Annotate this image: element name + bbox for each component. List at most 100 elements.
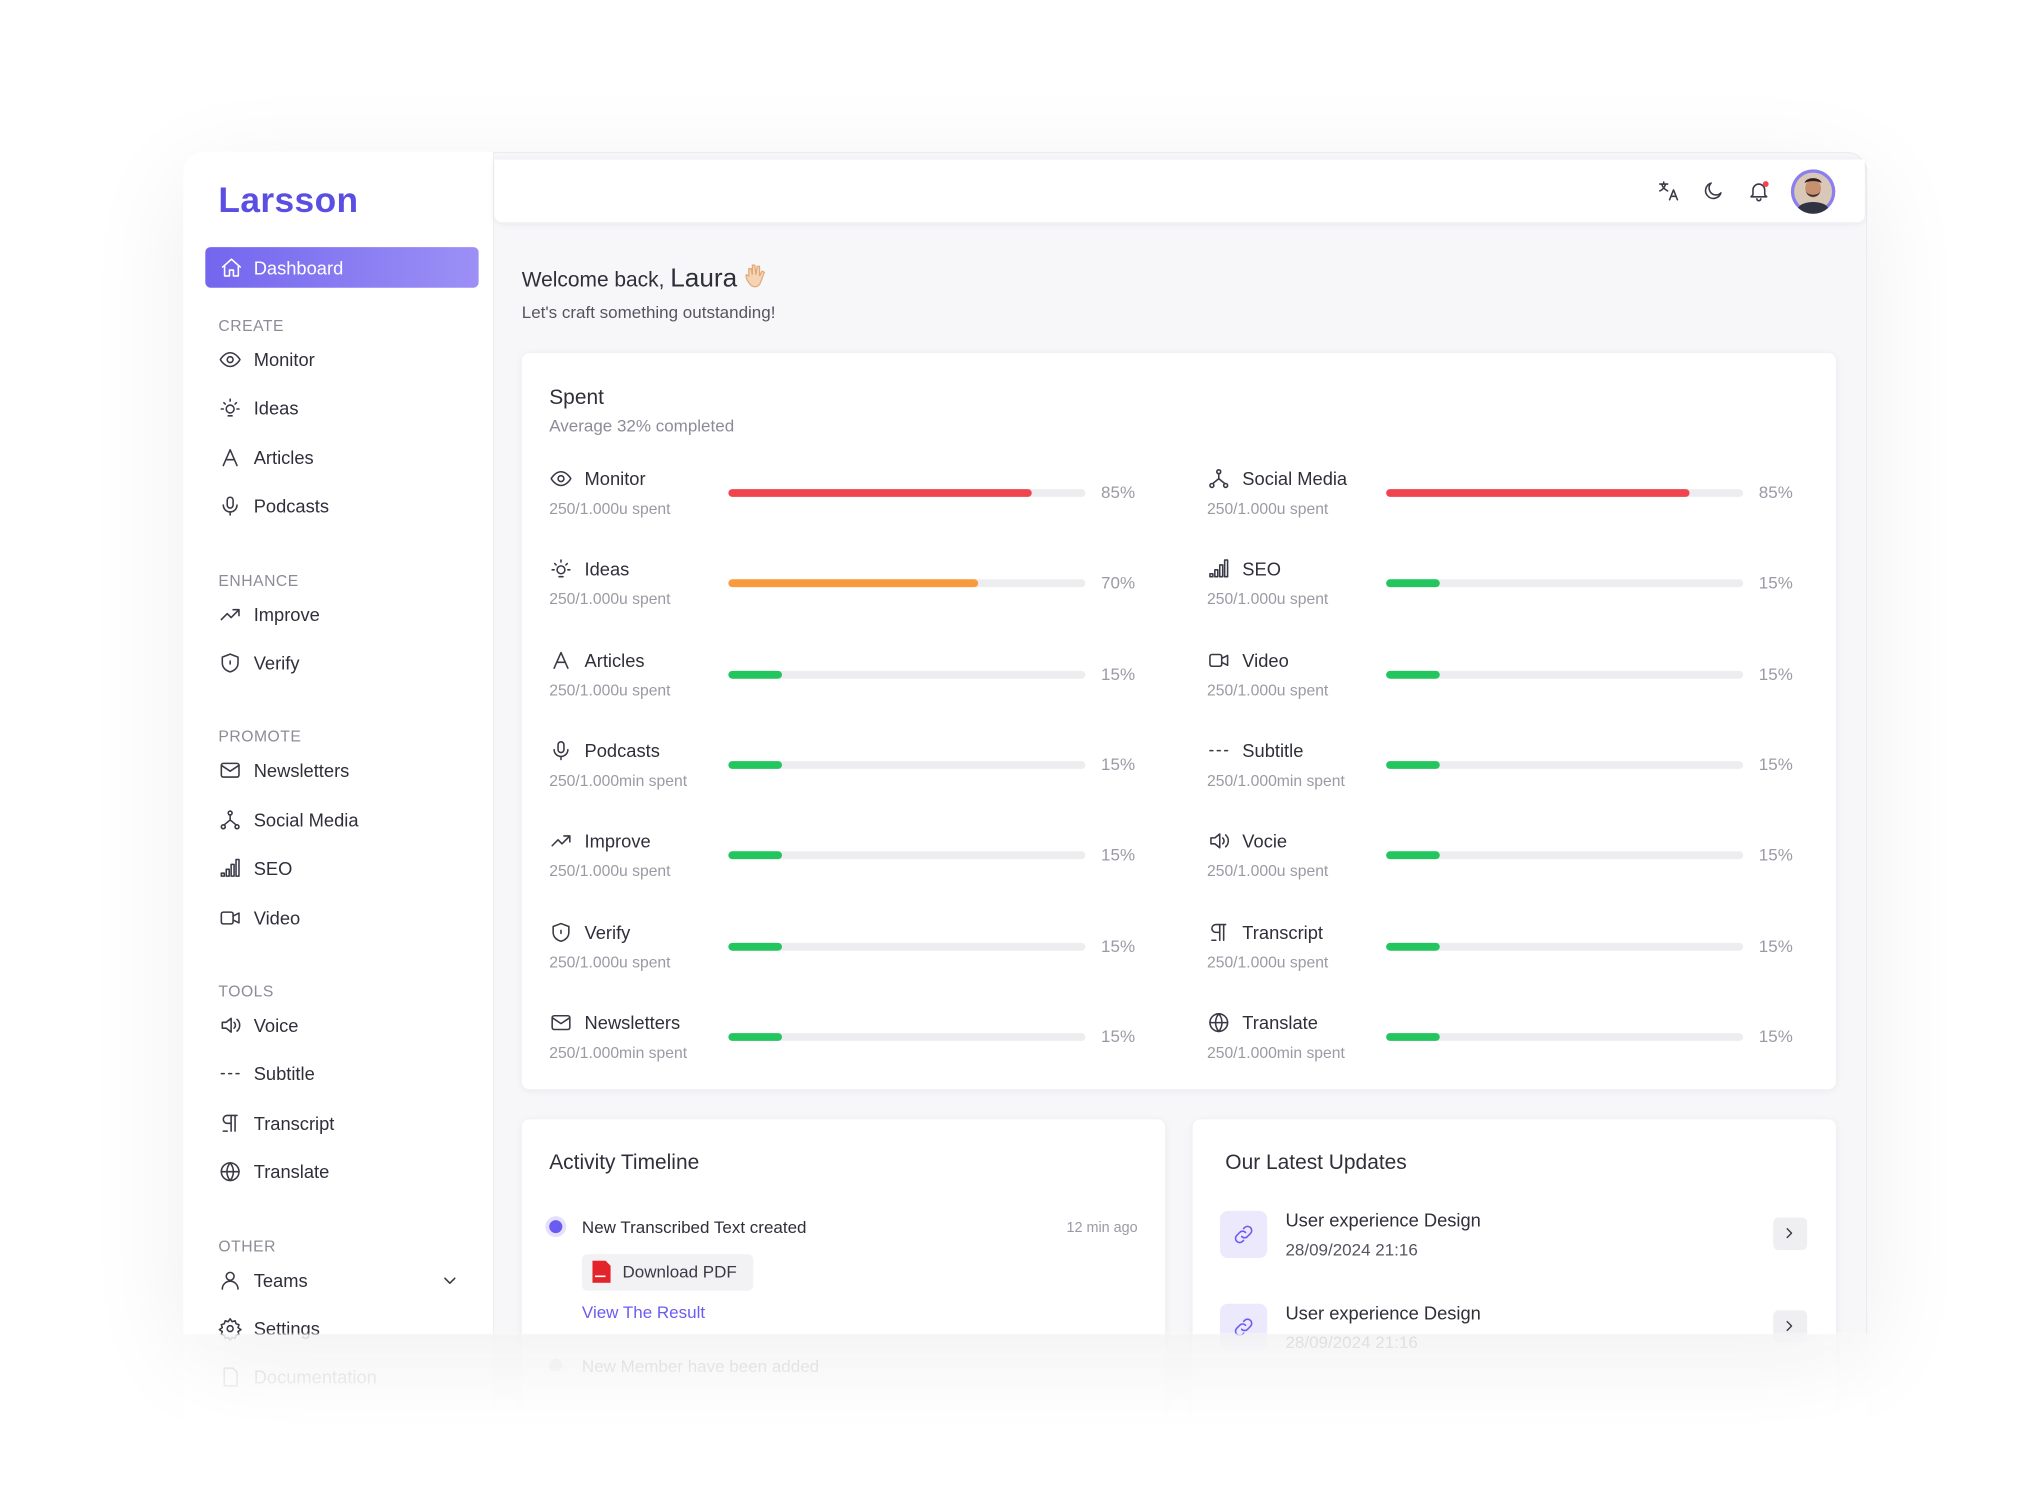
nav-item[interactable]: Video [218,903,466,934]
update-title[interactable]: User experience Design [1285,1209,1481,1231]
nav-item[interactable]: Ideas [218,394,466,425]
spent-usage: 250/1.000u spent [549,499,671,518]
progress-track [728,1032,1086,1041]
timeline-dot [549,1358,563,1372]
spent-usage: 250/1.000u spent [549,862,671,881]
progress-fill [728,670,782,679]
nav-item[interactable]: Subtitle [218,1060,466,1091]
nav-item[interactable]: Translate [218,1158,466,1189]
icon [1211,923,1227,941]
spent-row: Translate 250/1.000min spent 15% [1180,1008,1834,1073]
nav-item[interactable]: Voice [218,1011,466,1042]
icon [223,1367,238,1388]
nav-section-title: PROMOTE [218,727,302,746]
nav-item-label: Monitor [253,349,315,371]
nav-item[interactable]: Verify [218,649,466,680]
nav-item[interactable]: Documentation [218,1363,466,1394]
spent-row: Monitor 250/1.000u spent 85% [522,464,1176,529]
spent-usage: 250/1.000u spent [549,952,671,971]
download-pdf-button[interactable]: Download PDF [581,1254,754,1291]
spent-label: Social Media [1242,468,1348,490]
spent-usage: 250/1.000min spent [549,771,688,790]
nav-item[interactable]: Social Media [218,805,466,836]
icon [220,1162,240,1182]
brand-logo: Larsson [218,180,359,220]
icon [222,496,238,516]
nav-active[interactable]: Dashboard [205,247,479,288]
download-pdf-label: Download PDF [622,1261,737,1282]
update-open-button[interactable] [1773,1217,1808,1251]
nav-item[interactable]: Improve [218,600,466,631]
timeline-title: Activity Timeline [549,1152,700,1175]
spent-label: Transcript [1242,921,1324,943]
spent-label: Monitor [584,468,646,490]
icon [1234,1225,1253,1244]
progress-fill [1386,760,1440,769]
icon [553,740,569,761]
spent-percent: 15% [1101,935,1136,956]
pdf-icon [592,1260,611,1283]
update-open-button[interactable] [1773,1310,1808,1343]
theme-button[interactable] [1701,179,1725,203]
nav-item-label: Translate [253,1161,330,1183]
sidebar: Larsson Dashboard CREATE Monitor Ideas Arti… [183,151,495,1460]
nav-item[interactable]: Monitor [218,345,466,376]
nav-item-label: Subtitle [253,1063,315,1085]
spent-row: Transcript 250/1.000u spent 15% [1180,917,1834,982]
spent-usage: 250/1.000u spent [1206,499,1329,518]
nav-item[interactable]: Newsletters [218,756,466,787]
nav-section-title: OTHER [218,1236,276,1255]
nav-item-label: Video [253,907,301,928]
nav-item-label: Verify [253,652,300,674]
nav-item[interactable]: Settings [218,1314,466,1345]
spent-row: Ideas 250/1.000u spent 70% [522,555,1176,620]
spent-percent: 15% [1758,845,1793,865]
nav-item[interactable]: Transcript [218,1109,466,1140]
spent-row: Podcasts 250/1.000min spent 15% [522,736,1176,801]
spent-usage: 250/1.000u spent [1206,680,1329,700]
view-result-link[interactable]: View The Result [581,1302,706,1323]
icon [220,763,240,779]
icon [553,651,569,669]
update-title[interactable]: User experience Design [1285,1302,1481,1324]
spent-row: Subtitle 250/1.000min spent 15% [1180,736,1834,801]
spent-percent: 15% [1101,663,1136,684]
timeline-card: Activity Timeline New Transcribed Text c… [521,1119,1166,1512]
language-button[interactable] [1657,179,1681,203]
icon [1786,1228,1793,1239]
spent-label: Podcasts [584,740,660,761]
nav-item[interactable]: SEO [218,854,466,885]
nav-item[interactable]: Podcasts [218,492,466,523]
progress-fill [728,942,782,951]
icon [218,1318,242,1341]
spent-row: SEO 250/1.000u spent 15% [1180,555,1834,620]
nav-item[interactable]: Articles [218,443,466,474]
nav-item-label: Documentation [253,1367,377,1388]
user-avatar[interactable] [1790,169,1836,215]
updates-card: Our Latest Updates User experience Desig… [1192,1119,1836,1512]
welcome-subtitle: Let's craft something outstanding! [521,302,776,322]
spent-label: Improve [584,830,651,852]
event-time: 12 min ago [1066,1220,1138,1236]
spent-subtitle: Average 32% completed [549,415,735,436]
spent-label: Vocie [1242,830,1288,852]
icon [222,448,238,467]
spent-label: Verify [584,921,631,943]
spent-percent: 15% [1758,1026,1793,1046]
spent-row: Improve 250/1.000u spent 15% [522,827,1176,892]
progress-track [1386,670,1744,679]
nav-active-label: Dashboard [253,257,344,279]
icon [1209,749,1229,752]
notifications-button[interactable] [1747,179,1771,203]
spent-usage: 250/1.000min spent [1206,771,1345,790]
nav-item-label: Ideas [253,398,299,419]
nav-item[interactable]: Teams [218,1265,466,1296]
spent-title: Spent [549,387,604,410]
progress-fill [728,489,1032,497]
spent-percent: 15% [1101,845,1136,865]
nav-item-label: Improve [253,603,320,625]
icon [220,398,240,418]
spent-usage: 250/1.000u spent [1206,862,1329,881]
nav-section-title: CREATE [218,316,285,335]
